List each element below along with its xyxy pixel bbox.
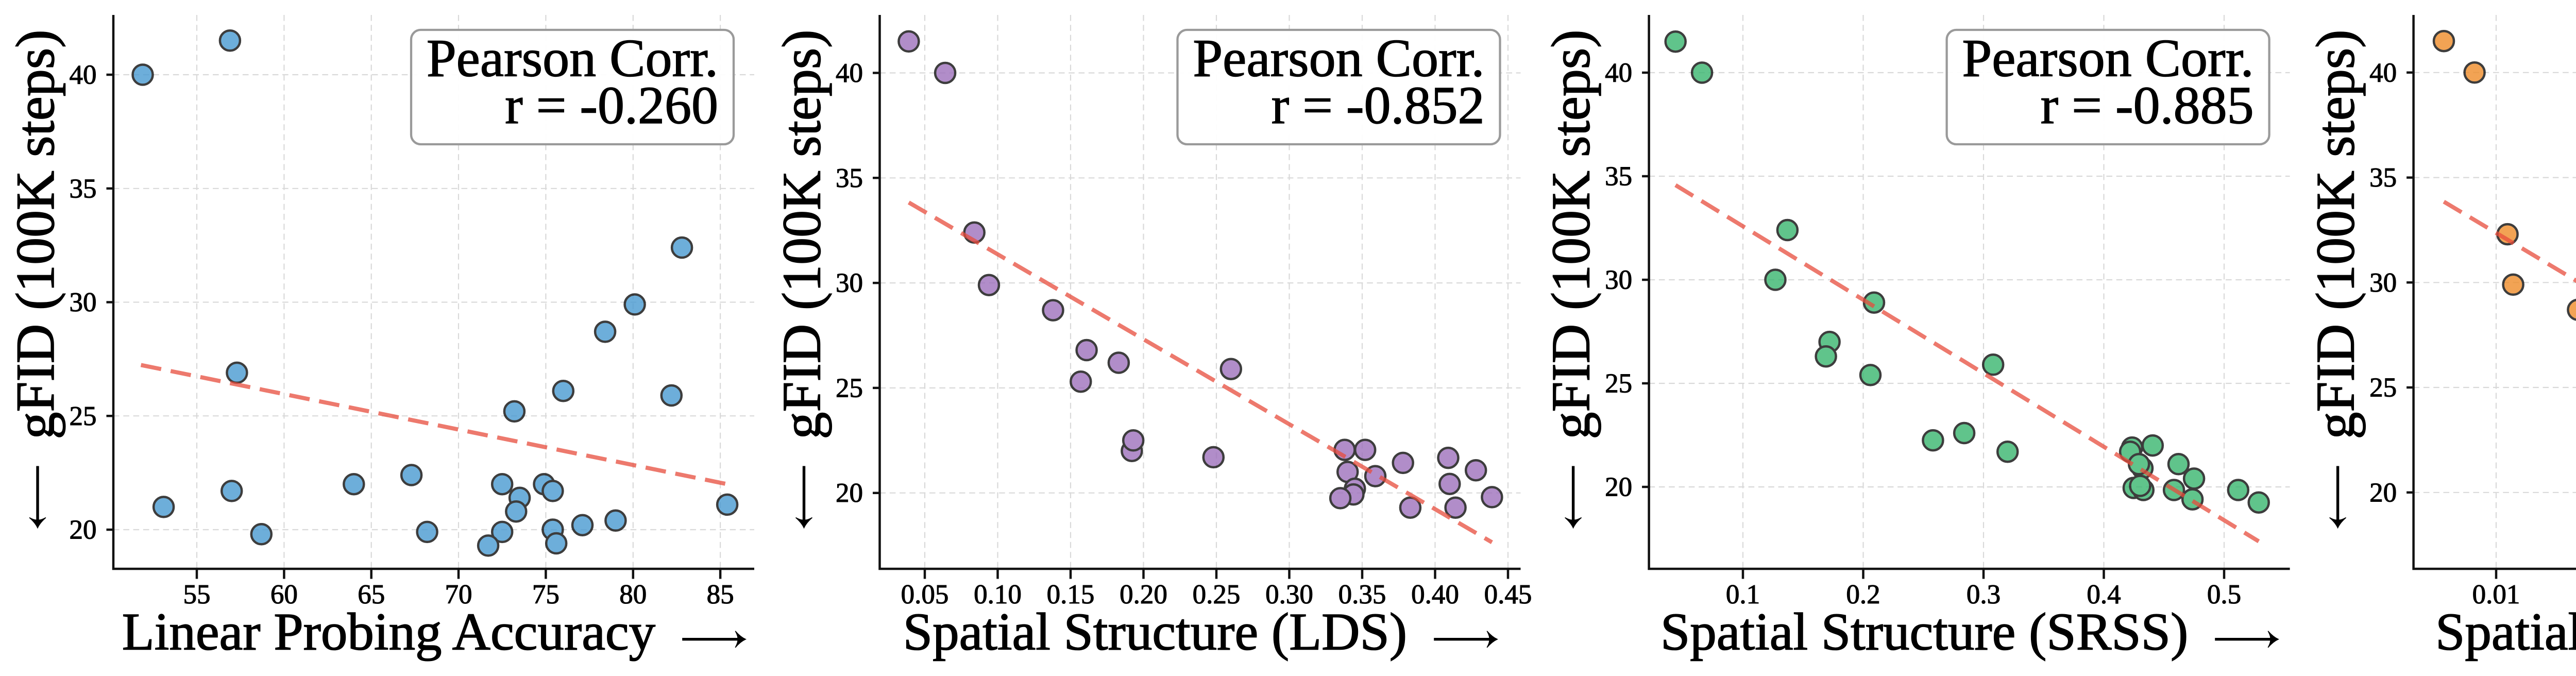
svg-text:0.30: 0.30 [1265,580,1313,610]
svg-text:Spatial Structure (SRSS): Spatial Structure (SRSS) [1660,603,2188,662]
svg-text:35: 35 [2369,163,2397,193]
svg-text:35: 35 [836,163,863,193]
svg-text:25: 25 [70,401,97,431]
svg-text:20: 20 [1605,472,1632,502]
svg-text:85: 85 [707,580,734,610]
svg-text:gFID (100K steps): gFID (100K steps) [2306,30,2366,440]
svg-text:0.4: 0.4 [2087,580,2121,610]
svg-text:Pearson Corr.: Pearson Corr. [1193,29,1484,88]
svg-text:75: 75 [532,580,560,610]
svg-text:60: 60 [270,580,298,610]
svg-text:40: 40 [70,60,97,90]
svg-text:gFID (100K steps): gFID (100K steps) [5,30,65,440]
svg-text:30: 30 [1605,265,1632,295]
svg-text:gFID (100K steps): gFID (100K steps) [772,30,832,440]
svg-text:gFID (100K steps): gFID (100K steps) [1541,30,1601,440]
svg-text:0.5: 0.5 [2207,580,2241,610]
svg-text:r = -0.852: r = -0.852 [1272,76,1485,135]
svg-text:0.20: 0.20 [1120,580,1167,610]
svg-text:30: 30 [836,268,863,298]
svg-text:40: 40 [2369,58,2397,88]
svg-text:70: 70 [445,580,472,610]
svg-text:0.15: 0.15 [1047,580,1095,610]
svg-text:40: 40 [1605,58,1632,88]
svg-text:0.3: 0.3 [1967,580,2001,610]
svg-text:r = -0.260: r = -0.260 [505,76,718,135]
svg-text:0.2: 0.2 [1846,580,1880,610]
svg-text:0.10: 0.10 [974,580,1022,610]
svg-text:35: 35 [1605,162,1632,192]
svg-text:0.45: 0.45 [1484,580,1532,610]
svg-text:30: 30 [70,288,97,317]
svg-text:25: 25 [836,373,863,403]
svg-text:Spatial Structure (LDS): Spatial Structure (LDS) [903,603,1407,662]
svg-text:r = -0.885: r = -0.885 [2041,76,2254,135]
svg-text:0.01: 0.01 [2472,580,2520,610]
svg-text:0.25: 0.25 [1193,580,1241,610]
svg-text:20: 20 [70,515,97,545]
svg-text:Linear Probing Accuracy: Linear Probing Accuracy [122,603,656,662]
svg-text:40: 40 [836,58,863,88]
svg-text:0.40: 0.40 [1411,580,1459,610]
svg-text:20: 20 [836,478,863,508]
svg-text:25: 25 [1605,369,1632,399]
svg-text:Pearson Corr.: Pearson Corr. [1962,29,2253,88]
svg-text:25: 25 [2369,373,2397,403]
svg-text:Pearson Corr.: Pearson Corr. [427,29,718,88]
svg-text:0.1: 0.1 [1726,580,1760,610]
svg-text:65: 65 [358,580,385,610]
svg-text:0.05: 0.05 [901,580,949,610]
svg-text:80: 80 [619,580,647,610]
svg-text:35: 35 [70,174,97,204]
svg-text:0.35: 0.35 [1338,580,1386,610]
svg-text:55: 55 [183,580,211,610]
svg-text:20: 20 [2369,478,2397,508]
svg-text:30: 30 [2369,268,2397,298]
svg-text:Spatial Structure (CDS): Spatial Structure (CDS) [2435,603,2576,662]
